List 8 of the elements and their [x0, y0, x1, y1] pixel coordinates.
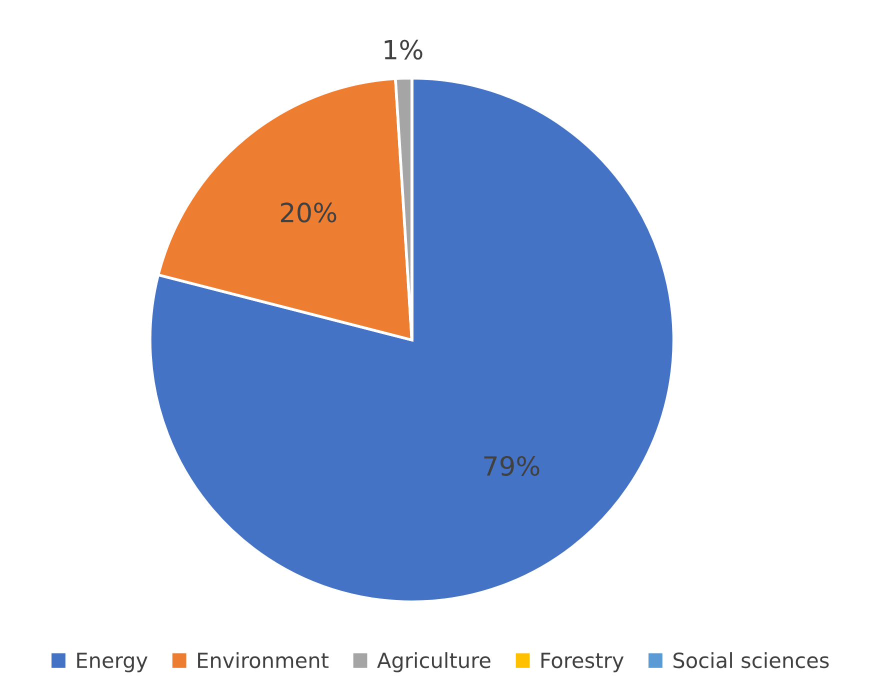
data-label: 1% — [384, 40, 422, 60]
legend-label: Energy — [77, 652, 148, 672]
legend-label: Social sciences — [674, 652, 829, 668]
legend-label: Agriculture — [377, 652, 490, 672]
legend-label: Environment — [198, 652, 329, 668]
data-label: 79% — [484, 456, 540, 476]
legend-label: Forestry — [541, 652, 624, 672]
data-label: 20% — [280, 202, 336, 223]
